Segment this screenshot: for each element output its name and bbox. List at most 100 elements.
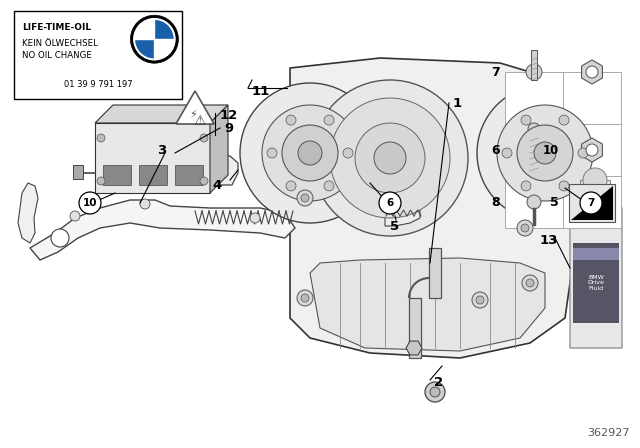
Text: 10: 10 bbox=[543, 143, 559, 156]
Polygon shape bbox=[385, 210, 420, 226]
Text: 7: 7 bbox=[588, 198, 595, 208]
Polygon shape bbox=[582, 138, 602, 162]
Circle shape bbox=[297, 290, 313, 306]
Polygon shape bbox=[30, 200, 295, 260]
Circle shape bbox=[301, 194, 309, 202]
Circle shape bbox=[324, 115, 334, 125]
Circle shape bbox=[286, 181, 296, 191]
Polygon shape bbox=[582, 60, 602, 84]
Text: BMW
Drive
Fluid: BMW Drive Fluid bbox=[588, 275, 604, 291]
Circle shape bbox=[301, 294, 309, 302]
Circle shape bbox=[476, 296, 484, 304]
Text: 6: 6 bbox=[387, 198, 394, 208]
Circle shape bbox=[297, 190, 313, 206]
Circle shape bbox=[527, 195, 541, 209]
Text: 13: 13 bbox=[540, 233, 558, 246]
Circle shape bbox=[267, 148, 277, 158]
Circle shape bbox=[355, 123, 425, 193]
Circle shape bbox=[578, 148, 588, 158]
Polygon shape bbox=[571, 186, 613, 220]
Circle shape bbox=[286, 115, 296, 125]
Circle shape bbox=[132, 17, 177, 61]
Circle shape bbox=[583, 168, 607, 192]
Polygon shape bbox=[310, 258, 545, 351]
Bar bbox=[563, 72, 621, 124]
Bar bbox=[573, 248, 619, 260]
Text: 5: 5 bbox=[390, 220, 399, 233]
Circle shape bbox=[472, 292, 488, 308]
Text: 9: 9 bbox=[224, 121, 233, 134]
Circle shape bbox=[430, 387, 440, 397]
Text: 7: 7 bbox=[492, 65, 500, 78]
Circle shape bbox=[240, 83, 380, 223]
Bar bbox=[73, 165, 83, 179]
Text: 10: 10 bbox=[83, 198, 97, 208]
Circle shape bbox=[298, 141, 322, 165]
Circle shape bbox=[517, 125, 573, 181]
Text: 6: 6 bbox=[492, 143, 500, 156]
Circle shape bbox=[521, 115, 531, 125]
Circle shape bbox=[140, 199, 150, 209]
Text: ⚠: ⚠ bbox=[194, 114, 206, 128]
Text: LIFE-TIME-OIL: LIFE-TIME-OIL bbox=[22, 23, 92, 32]
Circle shape bbox=[517, 220, 533, 236]
Bar bbox=[14, 11, 182, 99]
Bar bbox=[429, 248, 441, 298]
Bar bbox=[95, 123, 210, 193]
Circle shape bbox=[528, 123, 540, 135]
Circle shape bbox=[330, 98, 450, 218]
Circle shape bbox=[250, 213, 260, 223]
Polygon shape bbox=[290, 58, 575, 358]
Bar bbox=[103, 165, 131, 185]
Text: 11: 11 bbox=[252, 85, 270, 98]
Circle shape bbox=[343, 148, 353, 158]
Circle shape bbox=[502, 148, 512, 158]
Bar bbox=[505, 72, 563, 124]
Polygon shape bbox=[18, 183, 38, 243]
Circle shape bbox=[262, 105, 358, 201]
Circle shape bbox=[521, 181, 531, 191]
Text: 1: 1 bbox=[453, 96, 462, 109]
Bar bbox=[573, 243, 619, 323]
Circle shape bbox=[131, 15, 179, 63]
Bar bbox=[139, 165, 167, 185]
Bar bbox=[580, 180, 610, 208]
Circle shape bbox=[200, 177, 208, 185]
Circle shape bbox=[282, 125, 338, 181]
Circle shape bbox=[586, 66, 598, 78]
Circle shape bbox=[97, 134, 105, 142]
Polygon shape bbox=[176, 91, 214, 124]
Circle shape bbox=[586, 144, 598, 156]
Polygon shape bbox=[406, 341, 422, 355]
Circle shape bbox=[374, 142, 406, 174]
Bar bbox=[563, 124, 621, 176]
Text: 2: 2 bbox=[434, 376, 443, 389]
Circle shape bbox=[200, 134, 208, 142]
Polygon shape bbox=[214, 156, 238, 185]
Circle shape bbox=[559, 181, 569, 191]
Circle shape bbox=[324, 181, 334, 191]
Circle shape bbox=[526, 64, 542, 80]
Circle shape bbox=[97, 177, 105, 185]
Circle shape bbox=[79, 192, 101, 214]
Circle shape bbox=[526, 279, 534, 287]
Wedge shape bbox=[154, 19, 174, 39]
Text: 12: 12 bbox=[220, 108, 238, 121]
Circle shape bbox=[521, 224, 529, 232]
Text: ⚡: ⚡ bbox=[189, 110, 197, 120]
Polygon shape bbox=[570, 198, 622, 348]
Circle shape bbox=[522, 275, 538, 291]
Text: 5: 5 bbox=[550, 195, 559, 208]
Bar bbox=[175, 165, 203, 185]
Text: NO OIL CHANGE: NO OIL CHANGE bbox=[22, 51, 92, 60]
Circle shape bbox=[559, 115, 569, 125]
Text: 362927: 362927 bbox=[588, 428, 630, 438]
Wedge shape bbox=[134, 39, 154, 59]
Circle shape bbox=[51, 229, 69, 247]
Bar bbox=[505, 176, 563, 228]
Bar bbox=[505, 124, 563, 176]
Wedge shape bbox=[134, 19, 154, 39]
Text: 4: 4 bbox=[212, 178, 221, 191]
Text: 3: 3 bbox=[157, 143, 166, 156]
Bar bbox=[563, 176, 621, 228]
